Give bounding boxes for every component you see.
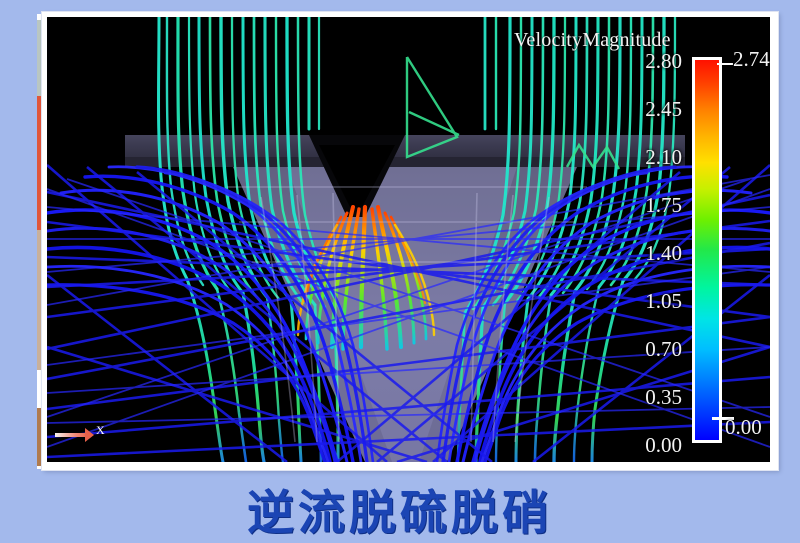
- cfd-plot-area: X VelocityMagnitude 2.80 2.45 2.10 1.75 …: [47, 17, 770, 462]
- x-axis-label: X: [96, 423, 105, 437]
- colorbar-tick-0: 2.80: [645, 49, 682, 73]
- colorbar-tick-6: 0.70: [645, 337, 682, 361]
- cfd-scene: [47, 17, 770, 462]
- colorbar-min-value: 0.00: [725, 415, 762, 439]
- colorbar-tick-4: 1.40: [645, 241, 682, 265]
- x-axis-arrowhead-icon: [85, 428, 94, 442]
- streamline-canvas: [47, 17, 770, 462]
- x-axis-arrow-icon: [55, 433, 89, 437]
- left-strip-segment-red: [37, 96, 42, 230]
- colorbar-tick-2: 2.10: [645, 145, 682, 169]
- left-strip-segment-brown: [37, 408, 42, 466]
- colorbar-tick-7: 0.35: [645, 385, 682, 409]
- colorbar-tick-labels: 2.80 2.45 2.10 1.75 1.40 1.05 0.70 0.35 …: [592, 47, 682, 457]
- colorbar-tick-1: 2.45: [645, 97, 682, 121]
- colorbar-min-tick-icon: [712, 417, 734, 420]
- figure-caption: 逆流脱硫脱硝: [247, 486, 553, 541]
- left-strip-segment-tan: [37, 230, 42, 370]
- colorbar-tick-3: 1.75: [645, 193, 682, 217]
- axis-orientation-indicator: X: [55, 421, 115, 449]
- colorbar-tick-8: 0.00: [645, 433, 682, 457]
- colorbar-gradient: [692, 57, 722, 443]
- colorbar-max-tick-icon: [717, 63, 733, 65]
- colorbar-title: VelocityMagnitude: [514, 29, 671, 51]
- left-strip-segment-gray: [37, 20, 42, 96]
- colorbar-max-value: 2.74: [733, 47, 770, 71]
- colorbar-tick-5: 1.05: [645, 289, 682, 313]
